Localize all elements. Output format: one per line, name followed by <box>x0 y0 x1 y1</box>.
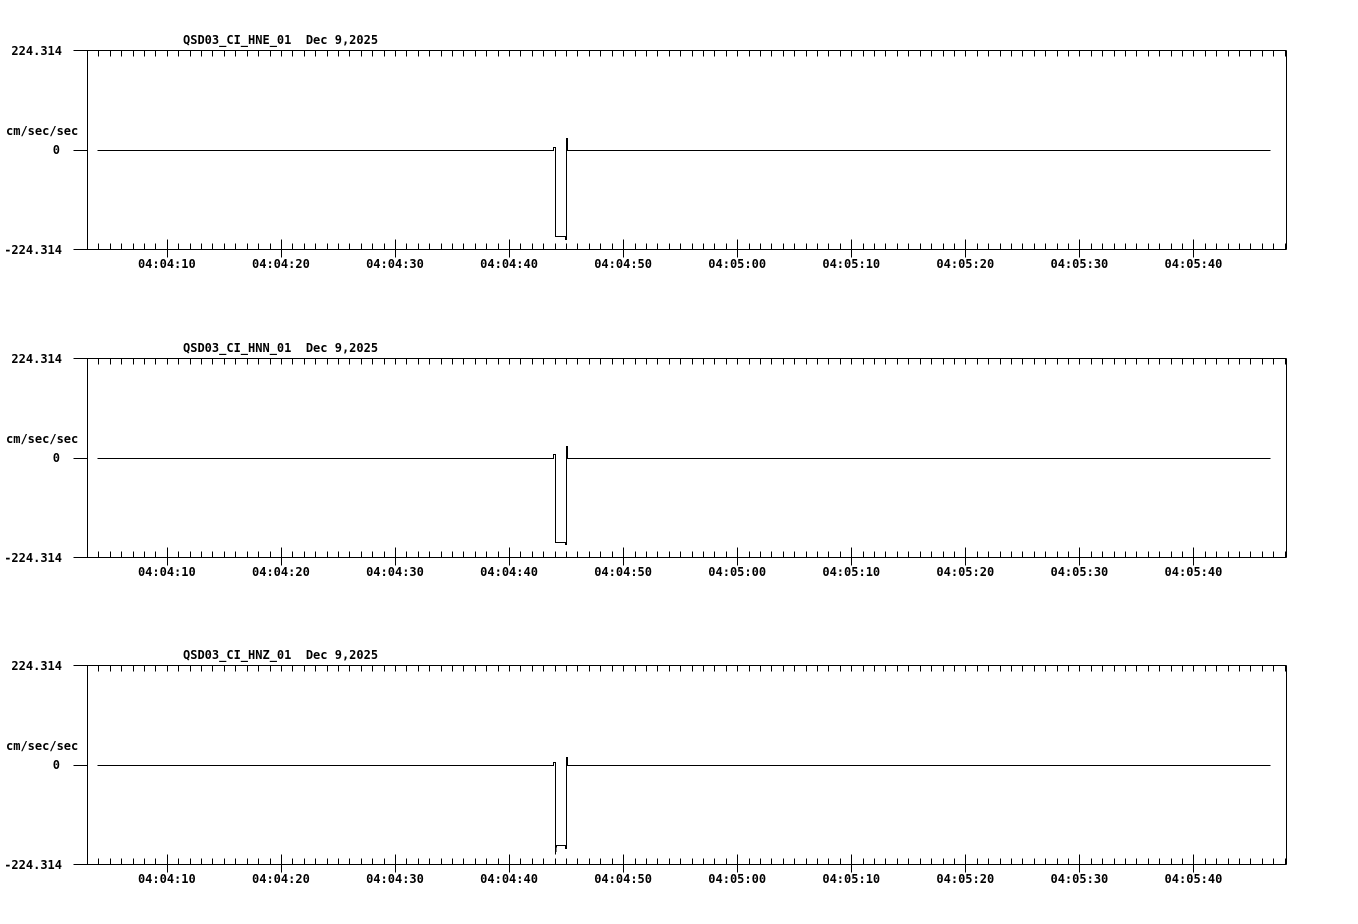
bottom-ticks <box>98 854 1286 873</box>
x-axis-time-label: 04:04:10 <box>137 872 196 886</box>
y-axis-unit-label: cm/sec/sec <box>6 124 79 138</box>
x-axis-time-label: 04:05:40 <box>1164 257 1223 271</box>
waveform-plot <box>73 665 1287 873</box>
x-axis-time-label: 04:05:00 <box>708 565 767 579</box>
x-axis-time-label: 04:05:20 <box>936 257 995 271</box>
y-axis-max-label: 224.314 <box>11 44 62 58</box>
x-axis-time-label: 04:05:10 <box>822 872 881 886</box>
top-ticks <box>98 358 1286 365</box>
waveform-trace <box>97 138 1271 240</box>
x-axis-time-label: 04:05:40 <box>1164 872 1223 886</box>
y-axis-unit-label: cm/sec/sec <box>6 432 79 446</box>
x-axis-time-label: 04:04:40 <box>480 565 538 579</box>
waveform-plot <box>73 358 1287 566</box>
x-axis-time-label: 04:04:20 <box>252 872 310 886</box>
y-ticks <box>73 50 88 250</box>
y-axis-zero-label: 0 <box>52 143 60 157</box>
x-axis-time-label: 04:04:30 <box>366 872 424 886</box>
x-axis-time-label: 04:04:20 <box>252 257 310 271</box>
chart-title: QSD03_CI_HNZ_01 Dec 9,2025 <box>183 648 379 662</box>
x-axis-time-label: 04:04:30 <box>366 565 424 579</box>
y-axis-max-label: 224.314 <box>11 352 62 366</box>
x-axis-time-label: 04:05:40 <box>1164 565 1223 579</box>
chart-title: QSD03_CI_HNE_01 Dec 9,2025 <box>183 33 379 47</box>
waveform-plot <box>73 50 1287 258</box>
x-axis-time-label: 04:04:50 <box>594 257 652 271</box>
bottom-ticks <box>98 547 1286 566</box>
x-axis-time-label: 04:05:30 <box>1050 257 1109 271</box>
y-axis-max-label: 224.314 <box>11 659 62 673</box>
x-axis-time-label: 04:04:40 <box>480 872 538 886</box>
plot-border <box>87 665 1287 865</box>
y-ticks <box>73 665 88 865</box>
y-axis-min-label: -224.314 <box>4 551 62 565</box>
x-axis-time-label: 04:05:30 <box>1050 565 1109 579</box>
bottom-ticks <box>98 239 1286 258</box>
y-axis-unit-label: cm/sec/sec <box>6 739 79 753</box>
x-axis-time-label: 04:04:10 <box>137 565 196 579</box>
waveform-trace <box>97 446 1271 545</box>
x-axis-time-label: 04:04:40 <box>480 257 538 271</box>
top-ticks <box>98 665 1286 672</box>
waveform-trace <box>97 757 1271 855</box>
x-axis-time-label: 04:05:10 <box>822 257 881 271</box>
top-ticks <box>98 50 1286 57</box>
x-axis-time-label: 04:05:00 <box>708 872 767 886</box>
x-axis-time-label: 04:05:20 <box>936 872 995 886</box>
x-axis-time-label: 04:05:30 <box>1050 872 1109 886</box>
x-axis-time-label: 04:04:20 <box>252 565 310 579</box>
y-axis-min-label: -224.314 <box>4 243 62 257</box>
x-axis-time-label: 04:04:10 <box>137 257 196 271</box>
chart-title: QSD03_CI_HNN_01 Dec 9,2025 <box>183 341 379 355</box>
x-axis-time-label: 04:05:00 <box>708 257 767 271</box>
x-axis-time-label: 04:04:50 <box>594 872 652 886</box>
y-axis-zero-label: 0 <box>52 451 60 465</box>
x-axis-time-label: 04:05:10 <box>822 565 881 579</box>
x-axis-time-label: 04:04:30 <box>366 257 424 271</box>
y-axis-zero-label: 0 <box>52 758 60 772</box>
x-axis-time-label: 04:05:20 <box>936 565 995 579</box>
y-axis-min-label: -224.314 <box>4 858 62 872</box>
x-axis-time-label: 04:04:50 <box>594 565 652 579</box>
y-ticks <box>73 358 88 558</box>
